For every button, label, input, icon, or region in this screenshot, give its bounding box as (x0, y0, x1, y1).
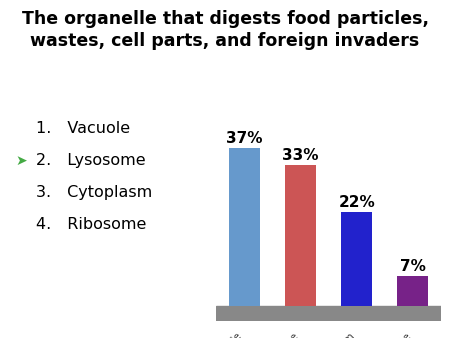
Text: 1. Vacuole: 1. Vacuole (36, 121, 130, 136)
Bar (229, 148, 260, 306)
Text: 3. Cytoplasm: 3. Cytoplasm (36, 185, 152, 200)
Bar (341, 212, 372, 306)
Text: 33%: 33% (282, 148, 319, 163)
Text: The organelle that digests food particles,
wastes, cell parts, and foreign invad: The organelle that digests food particle… (22, 10, 428, 50)
Bar (285, 165, 316, 306)
Text: ➤: ➤ (16, 153, 27, 168)
Text: 4. Ribosome: 4. Ribosome (36, 217, 146, 232)
Bar (397, 276, 428, 306)
Text: 2. Lysosome: 2. Lysosome (36, 153, 146, 168)
Text: 7%: 7% (400, 259, 426, 274)
Text: 22%: 22% (338, 195, 375, 210)
Bar (216, 306, 441, 321)
Text: 37%: 37% (226, 131, 262, 146)
